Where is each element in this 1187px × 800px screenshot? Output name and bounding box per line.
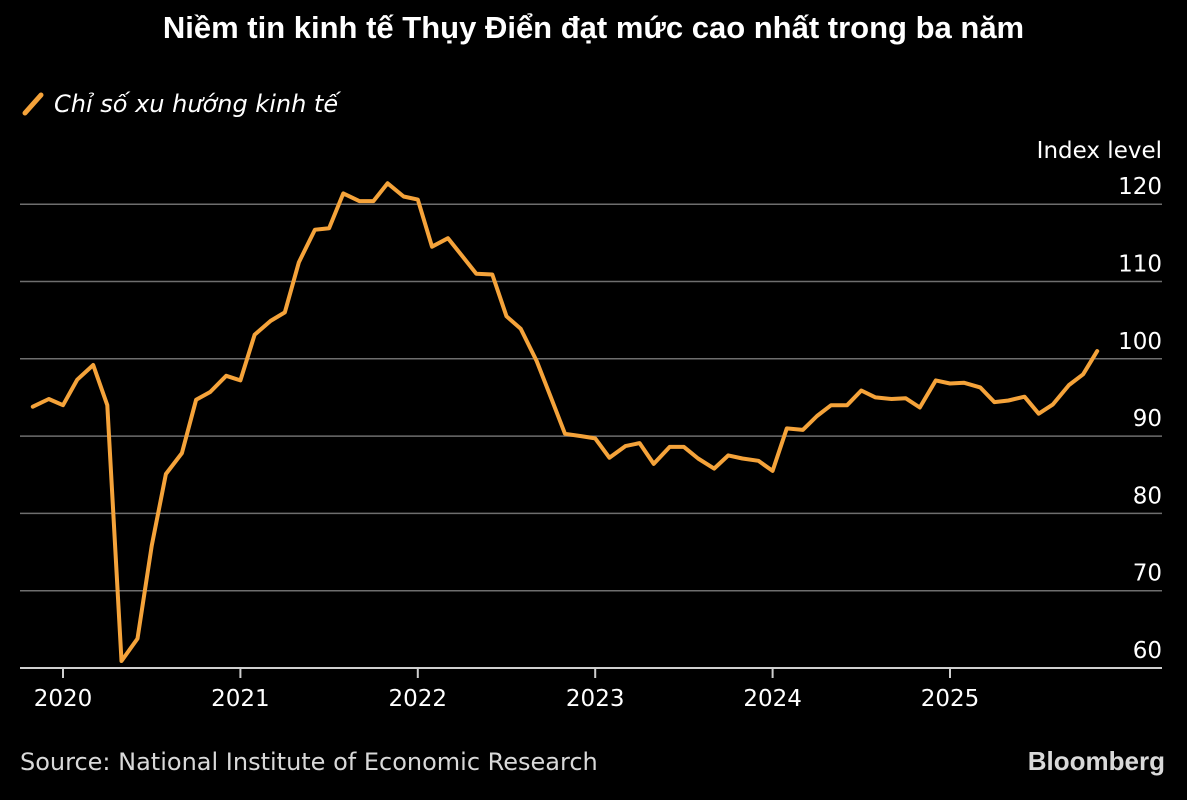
data-point [992, 400, 996, 404]
data-point [402, 195, 406, 199]
data-point [904, 396, 908, 400]
data-point [416, 198, 420, 202]
data-point [874, 395, 878, 399]
x-tick-label-2025: 2025 [921, 686, 980, 712]
y-tick-label-100: 100 [1118, 329, 1162, 355]
data-point [771, 469, 775, 473]
data-point [785, 426, 789, 430]
y-tick-label-90: 90 [1133, 406, 1162, 432]
data-point [238, 378, 242, 382]
data-point [519, 327, 523, 331]
data-point [815, 414, 819, 418]
data-point [668, 445, 672, 449]
data-point [150, 544, 154, 548]
data-point [859, 389, 863, 393]
data-point [934, 378, 938, 382]
data-point [446, 236, 450, 240]
data-point [105, 403, 109, 407]
data-point [194, 398, 198, 402]
data-point [327, 226, 331, 230]
data-point [549, 395, 553, 399]
data-point [120, 659, 124, 663]
data-point [845, 403, 849, 407]
data-point [61, 403, 65, 407]
data-point [756, 459, 760, 463]
x-tick-label-2023: 2023 [566, 686, 625, 712]
data-point [75, 378, 79, 382]
data-point [297, 260, 301, 264]
data-point [740, 457, 744, 461]
data-point [490, 273, 494, 277]
data-point [430, 245, 434, 249]
data-point [623, 444, 627, 448]
x-tick-label-2020: 2020 [34, 686, 93, 712]
data-point [638, 441, 642, 445]
series-line [30, 181, 1100, 663]
data-point [505, 314, 509, 318]
data-point [652, 462, 656, 466]
data-point [563, 432, 567, 436]
data-point [386, 181, 390, 185]
data-point [269, 319, 273, 323]
data-point [180, 451, 184, 455]
data-point [535, 359, 539, 363]
data-point [593, 436, 597, 440]
brand-logo: Bloomberg [1027, 746, 1165, 776]
y-tick-label-110: 110 [1118, 252, 1162, 278]
data-point [1023, 395, 1027, 399]
data-point [1081, 372, 1085, 376]
data-point [682, 445, 686, 449]
data-point [918, 406, 922, 410]
data-point [460, 254, 464, 258]
y-tick-label-60: 60 [1133, 638, 1162, 664]
data-point [1051, 402, 1055, 406]
data-point [962, 381, 966, 385]
data-point [341, 191, 345, 195]
data-point [1007, 399, 1011, 403]
x-tick-label-2022: 2022 [389, 686, 448, 712]
legend-label: Chỉ số xu hướng kinh tế [54, 90, 339, 118]
data-point [579, 434, 583, 438]
y-tick-label-80: 80 [1133, 483, 1162, 509]
data-point [283, 310, 287, 314]
data-point [313, 228, 317, 232]
y-tick-label-70: 70 [1133, 561, 1162, 587]
data-point [801, 428, 805, 432]
data-point [726, 453, 730, 457]
data-point [712, 467, 716, 471]
data-point [607, 456, 611, 460]
data-point [208, 390, 212, 394]
data-point [371, 199, 375, 203]
legend: Chỉ số xu hướng kinh tế [20, 86, 338, 122]
data-point [1095, 349, 1099, 353]
x-tick-label-2024: 2024 [743, 686, 802, 712]
y-axis-title: Index level [1037, 138, 1162, 164]
source-note: Source: National Institute of Economic R… [20, 748, 598, 776]
y-tick-label-120: 120 [1118, 174, 1162, 200]
data-point [948, 382, 952, 386]
chart-title: Niềm tin kinh tế Thụy Điển đạt mức cao n… [162, 10, 1025, 45]
data-point [31, 405, 35, 409]
data-point [253, 333, 257, 337]
data-point [1037, 412, 1041, 416]
data-point [224, 374, 228, 378]
data-point [474, 272, 478, 276]
data-point [357, 199, 361, 203]
data-point [164, 472, 168, 476]
x-tick-label-2021: 2021 [211, 686, 270, 712]
data-point [91, 363, 95, 367]
data-point [696, 457, 700, 461]
legend-line-icon [22, 92, 44, 116]
data-point [978, 385, 982, 389]
data-point [47, 397, 51, 401]
data-point [1067, 383, 1071, 387]
data-point [136, 637, 140, 641]
data-point [890, 397, 894, 401]
data-point [829, 403, 833, 407]
